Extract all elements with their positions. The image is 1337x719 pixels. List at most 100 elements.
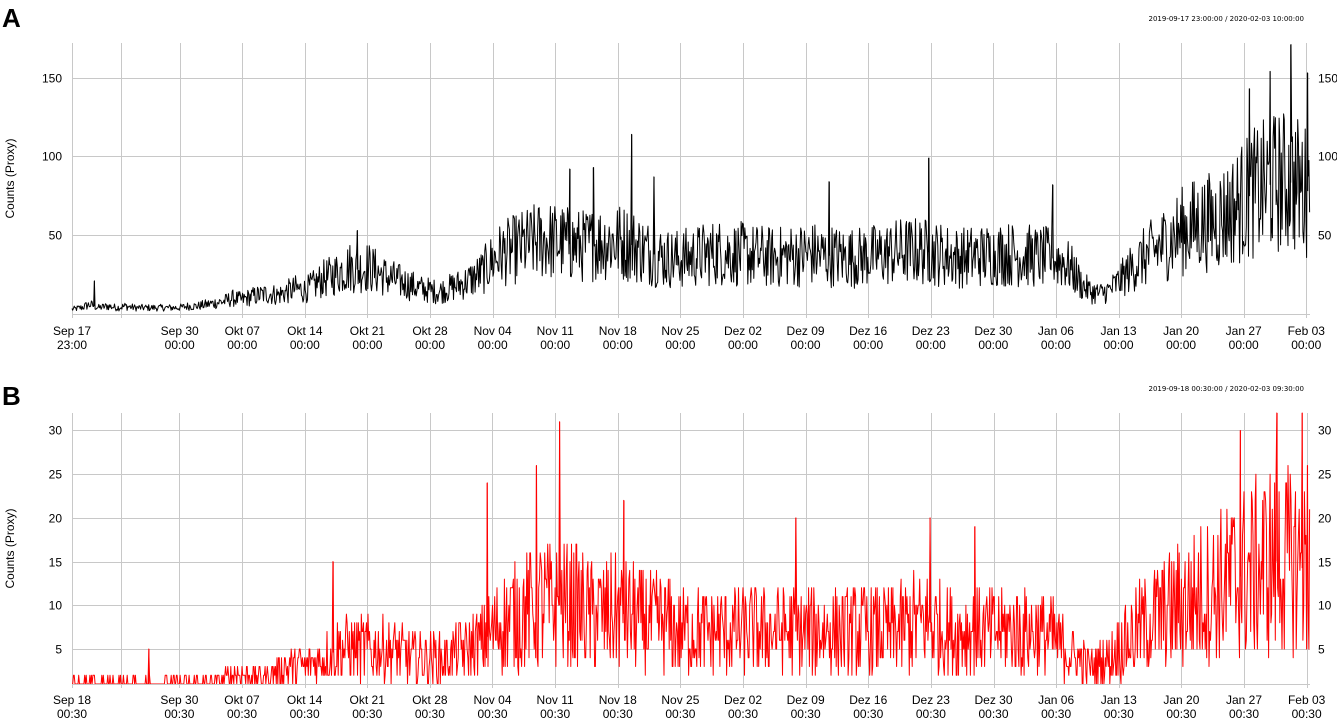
x-tick-label-date: Okt 21 <box>350 693 386 707</box>
x-tick-label-time: 00:00 <box>352 338 382 352</box>
date-range-label: 2019-09-17 23:00:00 / 2020-02-03 10:00:0… <box>1149 15 1305 23</box>
x-tick-label-time: 00:00 <box>290 338 320 352</box>
x-tick-label-time: 00:30 <box>352 707 382 719</box>
x-tick-label-date: Dez 16 <box>849 324 887 338</box>
x-tick-label-date: Nov 04 <box>473 693 511 707</box>
x-tick-label-time: 00:30 <box>978 707 1008 719</box>
x-tick-label-time: 00:30 <box>290 707 320 719</box>
x-tick-label-date: Nov 25 <box>661 693 699 707</box>
x-tick-label-date: Nov 04 <box>474 324 512 338</box>
x-tick-label-date: Okt 07 <box>225 324 261 338</box>
y-tick-label-left: 5 <box>55 643 62 657</box>
x-tick-label-time: 00:30 <box>1292 707 1322 719</box>
y-axis-label: Counts (Proxy) <box>3 138 17 218</box>
x-tick-label-date: Dez 30 <box>974 693 1012 707</box>
x-tick-label-time: 00:30 <box>916 707 946 719</box>
x-tick-label-time: 00:00 <box>978 338 1008 352</box>
x-tick-label-time: 00:30 <box>227 707 257 719</box>
x-tick-label-date: Jan 13 <box>1100 324 1136 338</box>
x-tick-label-date: Sep 30 <box>160 693 198 707</box>
y-tick-label-left: 15 <box>49 556 63 570</box>
x-tick-label-time: 00:00 <box>853 338 883 352</box>
x-tick-label-date: Okt 28 <box>412 693 448 707</box>
x-tick-label-time: 23:00 <box>57 338 87 352</box>
x-tick-label-time: 00:00 <box>478 338 508 352</box>
x-tick-label-date: Jan 20 <box>1163 693 1199 707</box>
x-tick-label-time: 00:00 <box>227 338 257 352</box>
y-tick-label-right: 100 <box>1318 150 1337 164</box>
x-tick-label-date: Jan 27 <box>1226 693 1262 707</box>
y-tick-label-left: 100 <box>42 150 62 164</box>
panel-letter-b: B <box>2 381 21 411</box>
x-tick-label-date: Nov 18 <box>599 693 637 707</box>
x-tick-label-time: 00:00 <box>1103 338 1133 352</box>
x-tick-label-time: 00:00 <box>1229 338 1259 352</box>
x-tick-label-time: 00:00 <box>1166 338 1196 352</box>
y-tick-label-left: 20 <box>49 512 63 526</box>
x-tick-label-time: 00:30 <box>728 707 758 719</box>
x-tick-label-time: 00:30 <box>853 707 883 719</box>
x-tick-label-time: 00:00 <box>165 338 195 352</box>
y-tick-label-right: 150 <box>1318 72 1337 86</box>
x-tick-label-date: Okt 07 <box>224 693 260 707</box>
y-tick-label-right: 50 <box>1318 229 1332 243</box>
x-tick-label-date: Jan 20 <box>1163 324 1199 338</box>
x-tick-label-date: Feb 03 <box>1288 693 1326 707</box>
date-range-label: 2019-09-18 00:30:00 / 2020-02-03 09:30:0… <box>1149 385 1305 393</box>
x-tick-label-time: 00:30 <box>1041 707 1071 719</box>
x-tick-label-time: 00:00 <box>415 338 445 352</box>
series-line <box>72 412 1311 685</box>
x-tick-label-time: 00:00 <box>540 338 570 352</box>
x-tick-label-date: Feb 03 <box>1288 324 1326 338</box>
x-tick-label-time: 00:30 <box>665 707 695 719</box>
x-tick-label-time: 00:00 <box>916 338 946 352</box>
x-tick-label-date: Jan 13 <box>1101 693 1137 707</box>
x-tick-label-date: Jan 06 <box>1038 324 1074 338</box>
x-tick-label-date: Sep 17 <box>53 324 91 338</box>
x-tick-label-date: Jan 27 <box>1226 324 1262 338</box>
y-tick-label-left: 150 <box>42 72 62 86</box>
x-tick-label-time: 00:30 <box>164 707 194 719</box>
x-tick-label-date: Nov 11 <box>537 693 574 707</box>
x-tick-label-date: Nov 25 <box>661 324 699 338</box>
x-tick-label-date: Dez 09 <box>787 324 825 338</box>
x-tick-label-date: Nov 11 <box>537 324 574 338</box>
x-tick-label-time: 00:30 <box>415 707 445 719</box>
x-tick-label-time: 00:30 <box>1104 707 1134 719</box>
panel-a: A 2019-09-17 23:00:00 / 2020-02-03 10:00:… <box>2 3 1337 352</box>
x-tick-label-date: Sep 18 <box>53 693 91 707</box>
x-tick-label-time: 00:00 <box>728 338 758 352</box>
x-tick-label-date: Dez 02 <box>724 693 762 707</box>
y-tick-label-left: 30 <box>49 424 63 438</box>
x-tick-label-date: Okt 28 <box>412 324 448 338</box>
x-tick-label-time: 00:30 <box>57 707 87 719</box>
x-tick-label-date: Dez 23 <box>912 324 950 338</box>
x-tick-label-date: Okt 14 <box>287 693 323 707</box>
x-tick-label-date: Jan 06 <box>1038 693 1074 707</box>
x-tick-label-time: 00:00 <box>665 338 695 352</box>
series-line <box>71 44 1311 312</box>
x-tick-label-time: 00:30 <box>477 707 507 719</box>
x-tick-label-time: 00:30 <box>791 707 821 719</box>
x-tick-label-time: 00:00 <box>1041 338 1071 352</box>
x-tick-label-time: 00:00 <box>603 338 633 352</box>
x-tick-label-time: 00:30 <box>1229 707 1259 719</box>
x-tick-label-date: Dez 30 <box>974 324 1012 338</box>
x-tick-label-time: 00:30 <box>603 707 633 719</box>
y-tick-label-right: 25 <box>1318 468 1332 482</box>
x-tick-label-date: Dez 16 <box>849 693 887 707</box>
x-tick-label-date: Okt 14 <box>287 324 323 338</box>
y-tick-label-left: 50 <box>49 229 63 243</box>
y-axis-label: Counts (Proxy) <box>3 508 17 588</box>
x-tick-label-date: Okt 21 <box>350 324 386 338</box>
x-tick-label-date: Dez 02 <box>724 324 762 338</box>
y-tick-label-left: 10 <box>49 599 63 613</box>
y-tick-label-right: 10 <box>1318 599 1332 613</box>
y-tick-label-left: 25 <box>49 468 63 482</box>
x-tick-label-time: 00:00 <box>791 338 821 352</box>
y-tick-label-right: 5 <box>1318 643 1325 657</box>
panel-b: B 2019-09-18 00:30:00 / 2020-02-03 09:30:… <box>2 381 1332 719</box>
x-tick-label-time: 00:30 <box>1166 707 1196 719</box>
x-tick-label-date: Dez 23 <box>912 693 950 707</box>
